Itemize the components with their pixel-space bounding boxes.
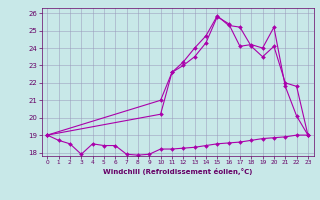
X-axis label: Windchill (Refroidissement éolien,°C): Windchill (Refroidissement éolien,°C) [103, 168, 252, 175]
